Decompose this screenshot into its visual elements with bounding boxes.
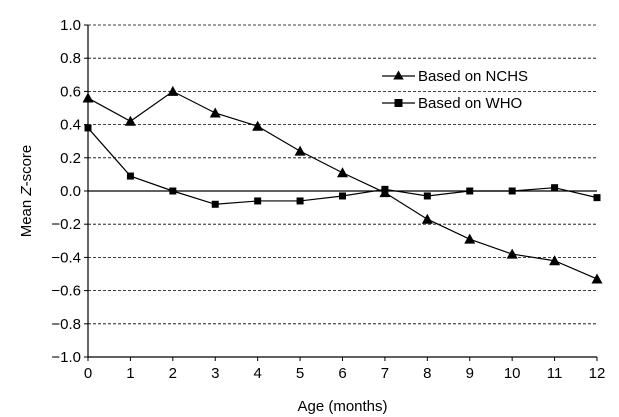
series-who bbox=[84, 124, 601, 208]
data-point-square bbox=[84, 124, 92, 132]
legend-label-who: Based on WHO bbox=[418, 95, 522, 112]
data-point-triangle bbox=[337, 167, 348, 178]
series-line bbox=[87, 90, 598, 280]
x-tick-label: 5 bbox=[296, 365, 304, 382]
y-tick-label: 0.0 bbox=[60, 183, 81, 200]
y-axis-title-italic: Z bbox=[18, 186, 35, 197]
data-point-square bbox=[423, 192, 431, 200]
legend-item-nchs: Based on NCHS bbox=[382, 68, 528, 85]
data-point-square bbox=[169, 187, 177, 195]
legend-triangle-marker-icon bbox=[393, 70, 404, 80]
series-nchs bbox=[82, 85, 603, 284]
y-tick-label: −0.2 bbox=[51, 216, 81, 233]
x-axis-title: Age (months) bbox=[297, 398, 387, 415]
x-tick-label: 10 bbox=[504, 365, 521, 382]
data-point-triangle bbox=[591, 273, 603, 284]
series bbox=[82, 85, 603, 284]
data-point-square bbox=[551, 184, 559, 192]
y-tick-labels: 1.0 0.8 0.6 0.4 0.2 0.0 −0.2 −0.4 −0.6 −0.8 −1.0 bbox=[51, 17, 88, 366]
y-tick-label: 0.4 bbox=[60, 117, 81, 134]
x-tick-label: 6 bbox=[338, 365, 346, 382]
x-tick-label: 11 bbox=[547, 365, 563, 382]
data-point-triangle bbox=[124, 115, 136, 126]
data-point-triangle bbox=[421, 213, 433, 224]
x-tick-label: 12 bbox=[589, 365, 606, 382]
x-tick-label: 9 bbox=[466, 365, 474, 382]
data-point-square bbox=[381, 185, 389, 193]
data-point-square bbox=[508, 187, 516, 195]
x-tick-label: 0 bbox=[84, 365, 92, 382]
x-tick-label: 4 bbox=[253, 365, 261, 382]
data-point-triangle bbox=[167, 85, 179, 96]
legend-label-nchs: Based on NCHS bbox=[418, 68, 528, 85]
data-point-square bbox=[466, 187, 474, 195]
data-point-triangle bbox=[209, 107, 221, 118]
y-tick-label: −1.0 bbox=[51, 349, 81, 366]
y-tick-label: 0.8 bbox=[60, 50, 81, 67]
y-tick-label: −0.4 bbox=[51, 249, 81, 266]
y-axis-title: Mean Z-score bbox=[18, 145, 35, 238]
legend-item-who: Based on WHO bbox=[382, 95, 522, 112]
y-axis-title-prefix: Mean bbox=[18, 196, 35, 238]
data-point-triangle bbox=[549, 255, 561, 266]
x-tick-labels: 0 1 2 3 4 5 6 7 8 9 10 11 12 bbox=[84, 357, 606, 382]
legend-square-marker-icon bbox=[394, 99, 403, 107]
y-axis-title-suffix: -score bbox=[18, 145, 35, 187]
x-tick-label: 2 bbox=[169, 365, 177, 382]
y-tick-label: 1.0 bbox=[60, 17, 81, 34]
data-point-square bbox=[126, 172, 134, 180]
data-point-square bbox=[296, 197, 304, 205]
x-tick-label: 7 bbox=[381, 365, 389, 382]
legend: Based on NCHS Based on WHO bbox=[382, 68, 528, 112]
data-point-square bbox=[593, 194, 601, 202]
y-tick-label: −0.6 bbox=[51, 283, 81, 300]
data-point-square bbox=[339, 192, 346, 200]
data-point-triangle bbox=[506, 248, 518, 259]
y-tick-label: 0.6 bbox=[60, 83, 81, 100]
x-tick-label: 8 bbox=[423, 365, 431, 382]
data-point-triangle bbox=[464, 233, 476, 244]
x-tick-label: 3 bbox=[211, 365, 219, 382]
y-tick-label: −0.8 bbox=[51, 316, 81, 333]
data-point-square bbox=[211, 200, 219, 208]
data-point-triangle bbox=[252, 120, 264, 131]
data-point-square bbox=[254, 197, 262, 205]
y-tick-label: 0.2 bbox=[60, 150, 81, 167]
data-point-triangle bbox=[82, 92, 94, 103]
x-tick-label: 1 bbox=[126, 365, 134, 382]
data-point-triangle bbox=[294, 145, 306, 156]
